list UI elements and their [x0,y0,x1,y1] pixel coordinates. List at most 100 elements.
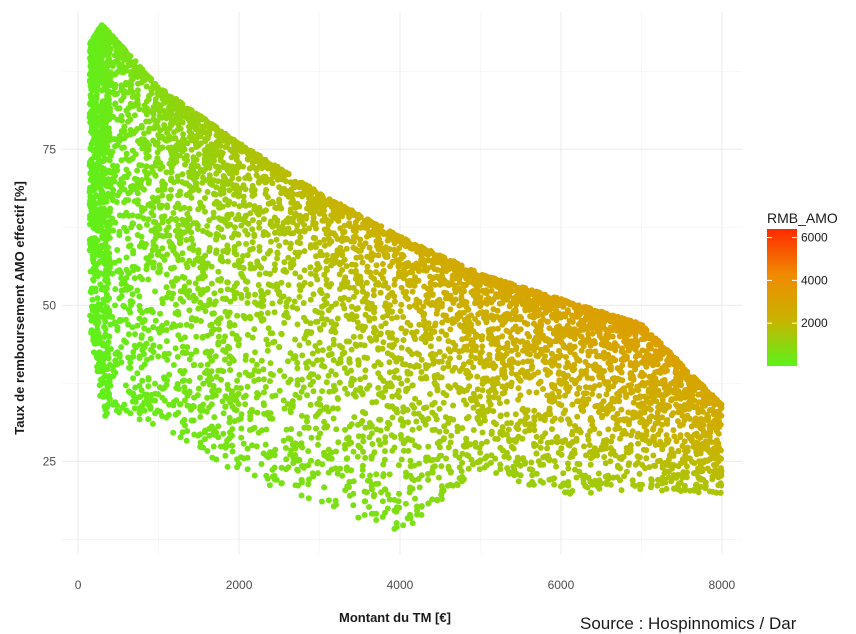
data-point [141,187,147,193]
data-point [394,524,400,530]
data-point [475,320,481,326]
data-point [110,228,116,234]
data-point [526,389,532,395]
data-point [117,351,123,357]
data-point [416,400,422,406]
data-point [311,388,317,394]
data-point [263,427,269,433]
data-point [448,433,454,439]
data-point [182,423,188,429]
data-point [260,297,266,303]
data-point [410,520,416,526]
data-point [335,406,341,412]
data-point [277,388,283,394]
data-point [386,359,392,365]
data-point [332,387,338,393]
data-point [152,398,158,404]
data-point [132,275,138,281]
data-point [488,402,494,408]
data-point [319,357,325,363]
data-point [534,471,540,477]
data-point [417,484,423,490]
data-point [513,346,519,352]
data-point [324,293,330,299]
data-point [535,369,541,375]
data-point [511,446,517,452]
data-point [274,255,280,261]
data-point [518,326,524,332]
data-point [146,129,152,135]
data-point [295,468,301,474]
data-point [432,400,438,406]
data-point [130,212,136,218]
data-point [402,330,408,336]
data-point [297,274,303,280]
data-point [312,235,318,241]
data-point [251,233,257,239]
data-point [394,368,400,374]
data-point [305,481,311,487]
data-point [177,322,183,328]
data-point [484,439,490,445]
data-point [383,320,389,326]
data-point [256,220,262,226]
data-point [366,383,372,389]
data-point [288,377,294,383]
data-point [528,358,534,364]
data-point [278,280,284,286]
data-point [267,248,273,254]
data-point [315,374,321,380]
data-point [112,302,118,308]
data-point [260,366,266,372]
data-point [508,383,514,389]
data-point [357,385,363,391]
data-point [198,318,204,324]
data-point [355,305,361,311]
data-point [335,316,341,322]
data-point [132,112,138,118]
data-point [119,293,125,299]
data-point [350,502,356,508]
data-point [376,252,382,258]
data-point [377,417,383,423]
data-point [335,396,341,402]
data-point [319,499,325,505]
data-point [341,350,347,356]
data-point [139,123,145,129]
data-point [513,307,519,313]
data-point [295,321,301,327]
data-point [182,368,188,374]
data-point [148,404,154,410]
data-point [150,205,156,211]
data-point [272,452,278,458]
data-point [409,437,415,443]
data-point [534,450,540,456]
data-point [355,515,361,521]
data-point [477,394,483,400]
data-point [434,382,440,388]
data-point [202,195,208,201]
data-point [425,444,431,450]
data-point [269,301,275,307]
data-point [319,290,325,296]
data-point [362,374,368,380]
data-point [93,288,99,294]
data-point [121,145,127,151]
data-point [160,300,166,306]
data-point [285,464,291,470]
data-point [413,419,419,425]
data-point [209,401,215,407]
data-point [396,505,402,511]
data-point [304,365,310,371]
data-point [382,434,388,440]
data-point [518,472,524,478]
data-point [488,460,494,466]
data-point [252,425,258,431]
data-point [531,422,537,428]
data-point [301,222,307,228]
data-point [430,292,436,298]
data-point [380,261,386,267]
data-point [265,232,271,238]
data-point [273,393,279,399]
data-point [106,295,112,301]
